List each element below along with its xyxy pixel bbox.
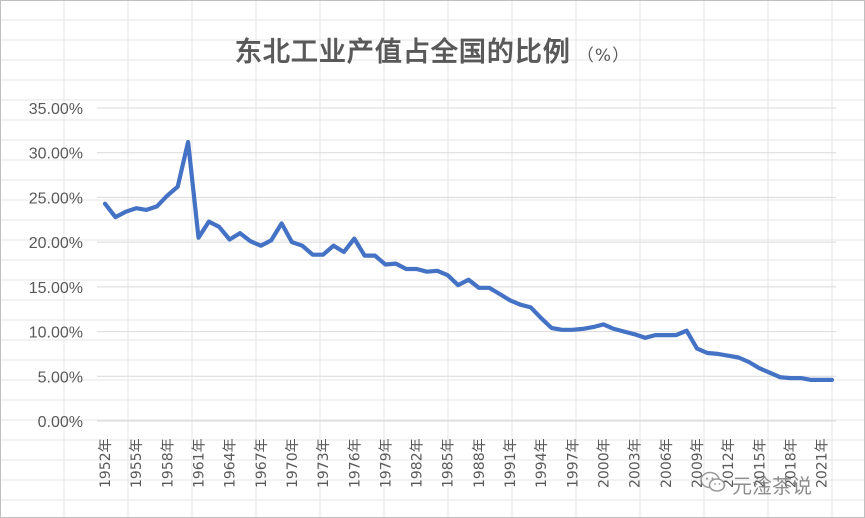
y-tick-label: 15.00%	[29, 280, 83, 297]
x-tick-label: 1973年	[316, 438, 332, 488]
x-tick-label: 2012年	[721, 438, 737, 488]
y-tick-label: 30.00%	[29, 146, 83, 163]
x-tick-label: 1985年	[441, 438, 457, 488]
x-tick-label: 2018年	[783, 438, 799, 488]
y-tick-label: 0.00%	[38, 414, 83, 431]
x-tick-label: 1964年	[223, 438, 239, 488]
x-tick-label: 2000年	[597, 438, 613, 488]
x-tick-label: 1976年	[347, 438, 363, 488]
x-tick-label: 2015年	[752, 438, 768, 488]
y-tick-label: 25.00%	[29, 190, 83, 207]
chart-title: 东北工业产值占全国的比例 （%）	[0, 30, 865, 69]
chart-title-unit: （%）	[576, 46, 631, 66]
x-tick-label: 1994年	[534, 438, 550, 488]
x-tick-label: 1970年	[285, 438, 301, 488]
x-tick-label: 1991年	[503, 438, 519, 488]
x-tick-label: 1952年	[98, 438, 114, 488]
y-tick-label: 35.00%	[29, 101, 83, 118]
x-tick-label: 2021年	[815, 438, 831, 488]
watermark-text: 元淦茶说	[732, 474, 812, 498]
x-tick-label: 1997年	[565, 438, 581, 488]
series-line	[102, 139, 835, 382]
y-tick-label: 10.00%	[29, 325, 83, 342]
watermark: 元淦茶说	[700, 470, 812, 499]
x-tick-label: 2003年	[628, 438, 644, 488]
x-tick-label: 1967年	[254, 438, 270, 488]
x-tick-label: 1979年	[378, 438, 394, 488]
chart-title-text: 东北工业产值占全国的比例	[234, 37, 571, 68]
x-tick-label: 1958年	[160, 438, 176, 488]
x-tick-label: 2006年	[659, 438, 675, 488]
y-tick-label: 20.00%	[29, 235, 83, 252]
wechat-icon	[700, 471, 726, 498]
x-tick-label: 1988年	[472, 438, 488, 488]
y-tick-label: 5.00%	[38, 369, 83, 386]
x-tick-label: 1982年	[410, 438, 426, 488]
x-tick-label: 1955年	[129, 438, 145, 488]
x-tick-label: 1961年	[191, 438, 207, 488]
